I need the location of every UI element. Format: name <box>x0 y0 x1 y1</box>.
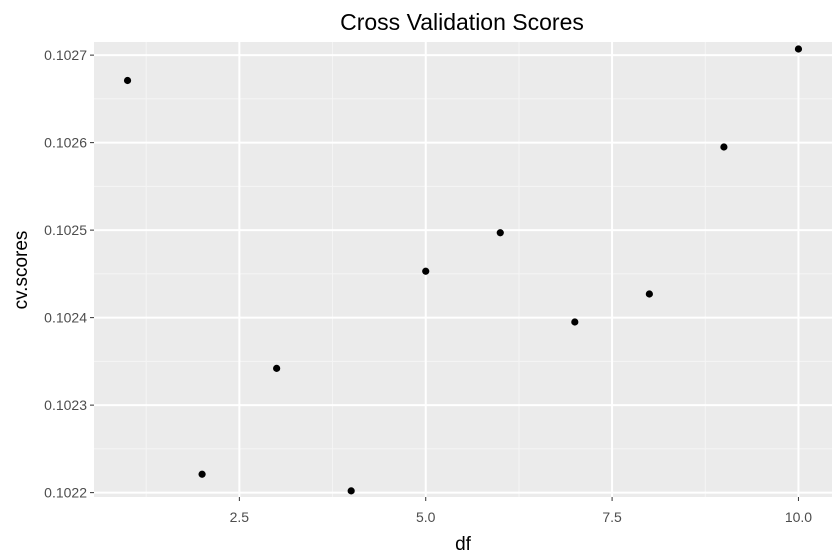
plot-panel <box>94 42 832 497</box>
data-point <box>198 470 206 478</box>
axis-ticks: 2.5 5.0 7.5 10.0 0.1022 0.1023 0.1024 0.1025 0.1… <box>44 47 812 525</box>
data-point <box>422 267 430 275</box>
y-tick-label: 0.1027 <box>44 47 87 63</box>
y-tick-label: 0.1024 <box>44 310 87 326</box>
x-axis-title: df <box>455 534 472 555</box>
data-point <box>123 76 132 85</box>
data-point <box>645 290 653 298</box>
y-tick-label: 0.1022 <box>44 485 87 501</box>
data-point <box>571 318 579 326</box>
x-tick-label: 2.5 <box>230 509 250 525</box>
x-tick-label: 5.0 <box>416 509 436 525</box>
data-points <box>123 45 803 495</box>
y-tick-label: 0.1026 <box>44 135 87 151</box>
data-point <box>794 45 803 53</box>
chart-title: Cross Validation Scores <box>340 9 584 35</box>
data-point <box>273 364 281 372</box>
x-tick-label: 7.5 <box>602 509 622 525</box>
y-tick-label: 0.1025 <box>44 222 87 238</box>
data-point <box>347 487 355 495</box>
y-tick-label: 0.1023 <box>44 397 87 413</box>
gridlines <box>94 42 832 497</box>
data-point <box>720 143 728 151</box>
y-axis-title: cv.scores <box>11 231 32 310</box>
data-point <box>496 229 504 237</box>
x-tick-label: 10.0 <box>785 509 812 525</box>
